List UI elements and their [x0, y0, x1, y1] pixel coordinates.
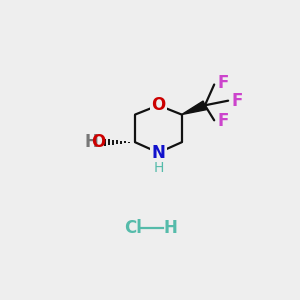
Text: N: N: [152, 144, 165, 162]
Text: F: F: [232, 92, 243, 110]
Text: H: H: [84, 133, 98, 151]
Text: F: F: [218, 112, 229, 130]
Text: F: F: [218, 74, 229, 92]
Polygon shape: [182, 101, 207, 115]
Text: O: O: [151, 96, 166, 114]
Text: H: H: [163, 219, 177, 237]
Text: Cl: Cl: [124, 219, 142, 237]
Text: H: H: [153, 161, 164, 175]
Text: O: O: [92, 133, 106, 151]
